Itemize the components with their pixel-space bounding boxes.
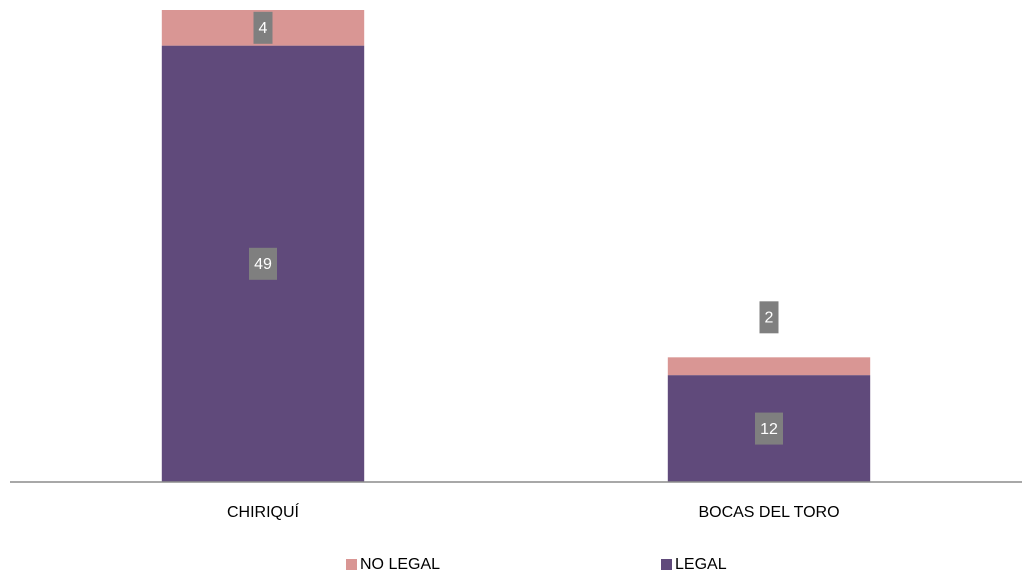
data-label-box bbox=[249, 247, 277, 280]
bar-segment bbox=[667, 357, 871, 376]
data-label: 49 bbox=[254, 256, 272, 273]
data-label: 2 bbox=[765, 310, 774, 327]
legend-label: NO LEGAL bbox=[360, 556, 440, 573]
data-label-box bbox=[253, 11, 273, 44]
legend-swatch bbox=[346, 559, 357, 570]
data-label-box bbox=[759, 301, 779, 334]
data-label-box bbox=[755, 412, 783, 445]
legend-swatch bbox=[661, 559, 672, 570]
legend-label: LEGAL bbox=[675, 556, 727, 573]
x-tick-label: BOCAS DEL TORO bbox=[698, 504, 839, 521]
x-tick-label: CHIRIQUÍ bbox=[227, 502, 300, 521]
data-label: 12 bbox=[760, 421, 778, 438]
data-label: 4 bbox=[259, 20, 268, 37]
